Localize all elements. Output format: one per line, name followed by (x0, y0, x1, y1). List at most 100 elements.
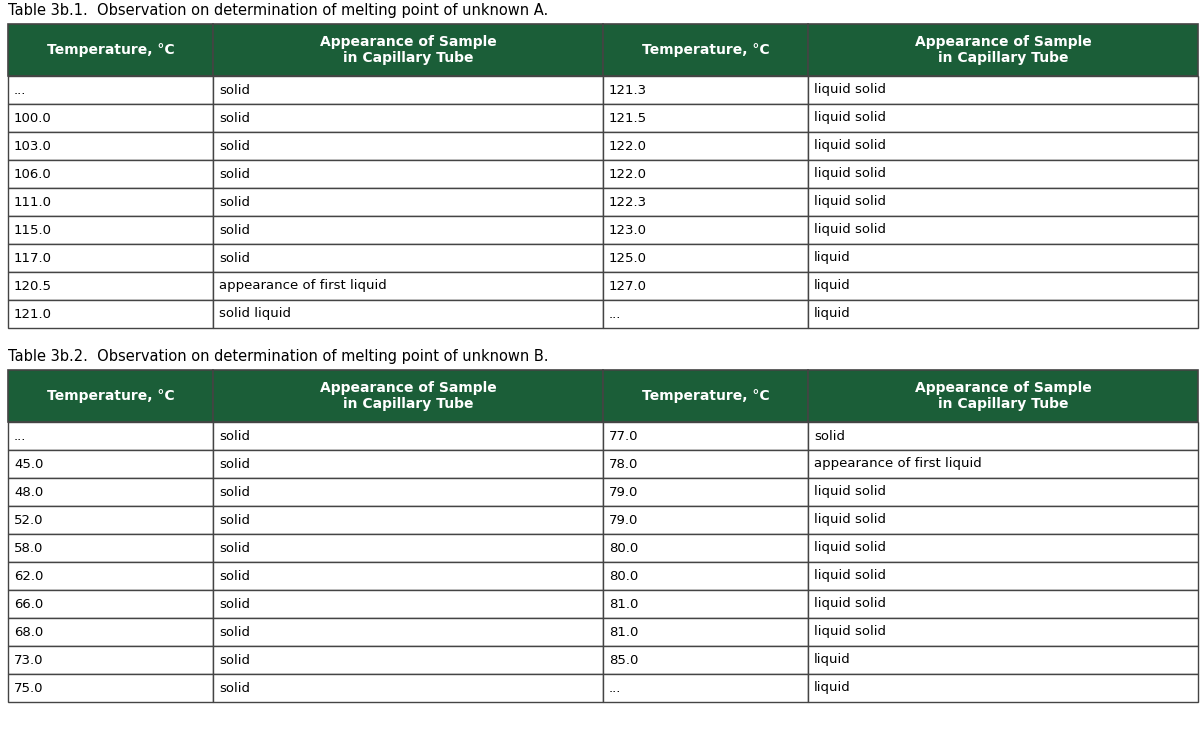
Bar (808, 562, 1198, 590)
Bar (214, 562, 604, 590)
Text: 125.0: 125.0 (610, 251, 647, 265)
Bar (8, 422, 214, 450)
Bar (604, 132, 808, 160)
Text: 66.0: 66.0 (14, 598, 43, 610)
Text: liquid solid: liquid solid (814, 570, 886, 582)
Bar (604, 618, 808, 646)
Text: 111.0: 111.0 (14, 196, 52, 208)
Bar (808, 478, 1198, 506)
Text: 121.0: 121.0 (14, 307, 52, 321)
Bar (808, 618, 1198, 646)
Text: 100.0: 100.0 (14, 112, 52, 124)
Bar (214, 370, 604, 422)
Text: 58.0: 58.0 (14, 542, 43, 554)
Bar (604, 272, 808, 300)
Text: 80.0: 80.0 (610, 570, 638, 582)
Text: Temperature, °C: Temperature, °C (642, 43, 769, 57)
Text: 121.5: 121.5 (610, 112, 647, 124)
Text: Temperature, °C: Temperature, °C (642, 389, 769, 403)
Text: liquid solid: liquid solid (814, 196, 886, 208)
Text: liquid solid: liquid solid (814, 625, 886, 638)
Bar (8, 590, 214, 618)
Bar (604, 478, 808, 506)
Text: Appearance of Sample
in Capillary Tube: Appearance of Sample in Capillary Tube (319, 381, 497, 411)
Text: appearance of first liquid: appearance of first liquid (220, 279, 386, 293)
Bar (604, 244, 808, 272)
Bar (604, 562, 808, 590)
Text: 122.0: 122.0 (610, 140, 647, 152)
Bar (214, 674, 604, 702)
Bar (8, 506, 214, 534)
Text: 77.0: 77.0 (610, 429, 638, 443)
Text: solid: solid (220, 429, 250, 443)
Bar (808, 216, 1198, 244)
Bar (214, 618, 604, 646)
Bar (604, 300, 808, 328)
Text: ...: ... (610, 307, 622, 321)
Bar (604, 590, 808, 618)
Text: solid: solid (220, 625, 250, 638)
Bar (808, 132, 1198, 160)
Text: 123.0: 123.0 (610, 223, 647, 236)
Bar (8, 534, 214, 562)
Bar (604, 646, 808, 674)
Text: solid: solid (220, 112, 250, 124)
Text: 81.0: 81.0 (610, 598, 638, 610)
Text: liquid: liquid (814, 653, 851, 667)
Text: solid: solid (220, 542, 250, 554)
Bar (8, 244, 214, 272)
Bar (8, 646, 214, 674)
Bar (214, 534, 604, 562)
Bar (808, 534, 1198, 562)
Text: 85.0: 85.0 (610, 653, 638, 667)
Text: 78.0: 78.0 (610, 457, 638, 471)
Text: liquid: liquid (814, 279, 851, 293)
Bar (808, 422, 1198, 450)
Bar (808, 244, 1198, 272)
Bar (604, 422, 808, 450)
Bar (214, 188, 604, 216)
Bar (808, 590, 1198, 618)
Text: 127.0: 127.0 (610, 279, 647, 293)
Bar (808, 76, 1198, 104)
Text: solid: solid (220, 570, 250, 582)
Bar (214, 24, 604, 76)
Bar (808, 450, 1198, 478)
Bar (8, 76, 214, 104)
Text: liquid: liquid (814, 251, 851, 265)
Bar (214, 76, 604, 104)
Text: ...: ... (610, 681, 622, 695)
Bar (214, 478, 604, 506)
Bar (808, 104, 1198, 132)
Bar (808, 506, 1198, 534)
Bar (8, 674, 214, 702)
Text: 73.0: 73.0 (14, 653, 43, 667)
Text: 120.5: 120.5 (14, 279, 52, 293)
Text: 52.0: 52.0 (14, 514, 43, 526)
Bar (8, 618, 214, 646)
Bar (214, 506, 604, 534)
Bar (808, 674, 1198, 702)
Bar (8, 562, 214, 590)
Text: solid: solid (220, 486, 250, 499)
Text: 79.0: 79.0 (610, 514, 638, 526)
Bar (214, 244, 604, 272)
Text: 45.0: 45.0 (14, 457, 43, 471)
Text: Appearance of Sample
in Capillary Tube: Appearance of Sample in Capillary Tube (914, 381, 1091, 411)
Bar (604, 104, 808, 132)
Text: 62.0: 62.0 (14, 570, 43, 582)
Bar (604, 674, 808, 702)
Bar (8, 300, 214, 328)
Bar (214, 590, 604, 618)
Bar (808, 300, 1198, 328)
Text: Table 3b.2.  Observation on determination of melting point of unknown B.: Table 3b.2. Observation on determination… (8, 349, 548, 364)
Bar (8, 370, 214, 422)
Text: solid liquid: solid liquid (220, 307, 292, 321)
Bar (214, 160, 604, 188)
Bar (808, 272, 1198, 300)
Text: solid: solid (220, 598, 250, 610)
Text: liquid: liquid (814, 681, 851, 695)
Text: 75.0: 75.0 (14, 681, 43, 695)
Bar (604, 506, 808, 534)
Text: liquid solid: liquid solid (814, 140, 886, 152)
